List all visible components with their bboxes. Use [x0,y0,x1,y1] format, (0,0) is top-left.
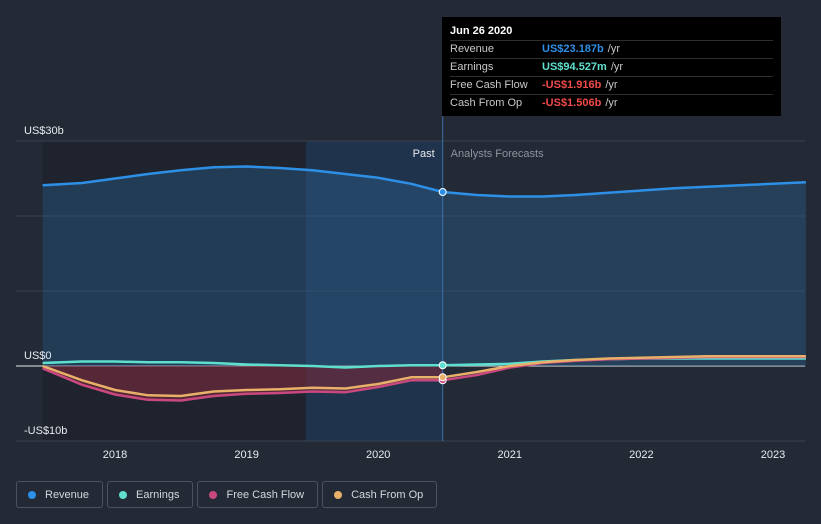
x-tick-label: 2023 [761,449,785,461]
legend-label: Earnings [136,488,180,501]
legend-label: Free Cash Flow [226,488,305,501]
x-tick-label: 2021 [498,449,522,461]
tooltip-value: -US$1.916b [542,79,602,91]
legend-item-revenue[interactable]: Revenue [16,481,104,508]
revenue-area [42,166,806,366]
data-tooltip: Jun 26 2020 Revenue US$23.187b /yr Earni… [442,17,781,116]
legend-item-earnings[interactable]: Earnings [107,481,194,508]
tooltip-label: Earnings [450,61,494,73]
marker-cash-from-op [438,373,447,382]
tooltip-label: Revenue [450,43,495,55]
legend-dot-icon [209,490,218,499]
tooltip-label: Free Cash Flow [450,79,528,91]
tooltip-row-cash-from-op: Cash From Op -US$1.506b /yr [450,94,773,112]
chart-legend: Revenue Earnings Free Cash Flow Cash Fro… [16,481,441,508]
tooltip-unit: /yr [610,61,624,73]
x-tick-label: 2019 [234,449,258,461]
y-tick-label: US$30b [24,125,64,137]
tooltip-date: Jun 26 2020 [450,25,513,37]
legend-dot-icon [334,490,343,499]
y-tick-label: US$0 [24,350,52,362]
x-tick-label: 2020 [366,449,390,461]
tooltip-value: -US$1.506b [542,97,602,109]
marker-revenue [438,188,447,196]
gridlines [16,140,805,442]
x-axis-labels: 2018 2019 2020 2021 2022 2023 [103,449,785,461]
tooltip-value: US$94.527m [542,61,607,73]
legend-label: Revenue [45,488,90,501]
tooltip-label: Cash From Op [450,97,523,109]
series-line-cash-from-op [42,355,806,398]
hover-markers [438,188,447,385]
y-tick-label: -US$10b [24,425,67,437]
legend-item-free-cash-flow[interactable]: Free Cash Flow [197,481,319,508]
tooltip-row-earnings: Earnings US$94.527m /yr [450,58,773,76]
tooltip-value: US$23.187b [542,43,604,55]
legend-dot-icon [119,490,128,499]
tooltip-unit: /yr [607,43,620,55]
x-tick-label: 2022 [629,449,653,461]
series-lines [42,165,806,402]
tooltip-row-revenue: Revenue US$23.187b /yr [450,40,773,58]
tooltip-unit: /yr [605,97,618,109]
forecast-label: Analysts Forecasts [451,148,544,160]
past-label: Past [413,148,435,160]
x-tick-label: 2018 [103,449,127,461]
series-line-revenue [42,165,806,198]
tooltip-unit: /yr [605,79,618,91]
legend-label: Cash From Op [351,488,424,501]
y-axis-labels: US$30b US$0 -US$10b [24,125,67,437]
legend-item-cash-from-op[interactable]: Cash From Op [322,481,438,508]
tooltip-row-free-cash-flow: Free Cash Flow -US$1.916b /yr [450,76,773,94]
marker-earnings [438,361,447,370]
legend-dot-icon [28,490,36,499]
